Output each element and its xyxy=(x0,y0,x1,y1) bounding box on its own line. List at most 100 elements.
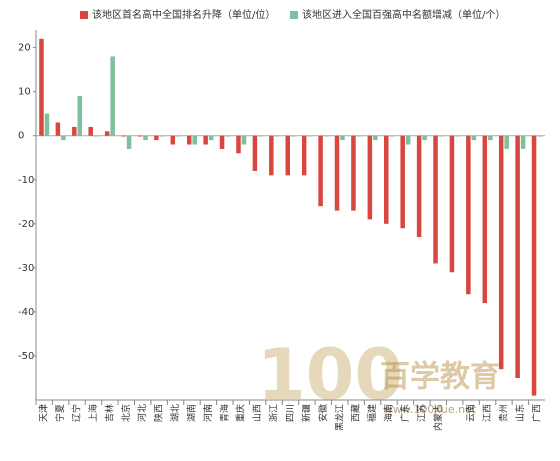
x-tick-label: 湖北 xyxy=(170,404,181,422)
bar xyxy=(488,135,493,141)
x-tick-label: 江苏 xyxy=(415,404,427,422)
x-tick-label: 福建 xyxy=(366,404,378,422)
bar xyxy=(61,135,66,141)
bar xyxy=(241,135,247,145)
bar xyxy=(291,135,296,137)
y-tick-label: 0 xyxy=(18,131,24,142)
bar xyxy=(126,135,132,149)
bar xyxy=(515,135,520,378)
bar xyxy=(438,135,444,137)
bar xyxy=(154,135,159,141)
bar xyxy=(274,135,280,137)
bar xyxy=(389,135,395,137)
x-tick-label: 山东 xyxy=(514,404,526,422)
y-tick-label: -10 xyxy=(18,175,34,186)
x-tick-label: 陕西 xyxy=(153,404,165,422)
bar xyxy=(208,135,214,141)
x-tick-label: 贵州 xyxy=(497,404,509,422)
watermark-logo: 100 xyxy=(257,334,403,416)
bar xyxy=(170,135,176,145)
x-tick-label: 青海 xyxy=(218,404,230,422)
watermark-url: www.100xue.net xyxy=(384,403,477,416)
bar xyxy=(318,135,323,207)
x-tick-label: 上海 xyxy=(87,404,99,422)
y-tick-label: -40 xyxy=(18,307,34,318)
bar xyxy=(55,122,61,136)
x-tick-label: 宁夏 xyxy=(54,404,66,422)
x-tick-label: 内蒙古 xyxy=(432,404,444,431)
bar xyxy=(203,135,208,145)
bar xyxy=(482,135,488,304)
bar xyxy=(77,96,83,136)
y-tick-label: 20 xyxy=(18,43,31,54)
x-tick-label: 江西 xyxy=(482,404,493,422)
bar xyxy=(186,135,192,145)
bar xyxy=(219,135,225,149)
legend-label: 该地区进入全国百强高中名额增减（单位/个） xyxy=(302,8,505,21)
bar xyxy=(340,135,345,141)
bar xyxy=(520,135,526,149)
x-tick-label: 黑龙江 xyxy=(333,404,345,431)
x-tick-label: 广东 xyxy=(399,404,411,422)
bar xyxy=(104,131,110,136)
x-tick-label: 吉林 xyxy=(103,404,115,422)
bar xyxy=(72,126,77,136)
bar xyxy=(455,135,460,137)
y-tick-label: -20 xyxy=(18,219,34,230)
bar xyxy=(252,135,258,171)
bar xyxy=(236,135,241,154)
y-tick-label: 10 xyxy=(18,87,31,98)
x-tick-label: 海南 xyxy=(383,404,395,422)
bar xyxy=(334,135,340,211)
x-tick-label: 四川 xyxy=(286,404,296,422)
bar xyxy=(88,126,93,136)
bar xyxy=(285,135,290,176)
bar xyxy=(537,135,542,137)
bar xyxy=(301,135,307,176)
bar xyxy=(351,135,356,211)
x-tick-label: 辽宁 xyxy=(71,404,83,422)
bar xyxy=(504,135,509,149)
bar xyxy=(323,135,329,137)
bar xyxy=(449,135,455,273)
bar xyxy=(405,135,411,145)
x-tick-label: 河北 xyxy=(136,404,148,422)
x-tick-label: 西藏 xyxy=(350,404,362,422)
bar xyxy=(422,135,427,141)
watermark-name: 百学教育 xyxy=(380,360,500,395)
bar xyxy=(384,135,389,224)
bar xyxy=(121,135,126,137)
bar xyxy=(416,135,422,238)
bar xyxy=(176,135,181,137)
x-tick-label: 湖南 xyxy=(185,404,197,422)
x-tick-label: 天津 xyxy=(39,404,50,422)
bar xyxy=(307,135,312,137)
bar xyxy=(137,135,143,137)
bar xyxy=(39,38,44,136)
x-tick-label: 山西 xyxy=(252,404,263,422)
bar xyxy=(258,135,263,137)
x-tick-label: 浙江 xyxy=(268,404,280,422)
y-tick-label: -30 xyxy=(18,263,34,274)
bar xyxy=(356,135,362,137)
bar xyxy=(225,135,230,137)
x-tick-label: 新疆 xyxy=(300,404,312,422)
bar xyxy=(93,135,99,137)
x-tick-label: 广西 xyxy=(530,404,542,422)
bar xyxy=(110,56,115,136)
x-tick-label: 北京 xyxy=(120,404,132,422)
bar xyxy=(44,113,50,136)
bar xyxy=(466,135,471,295)
bar xyxy=(143,135,148,141)
bar xyxy=(192,135,197,145)
bar xyxy=(433,135,438,264)
x-tick-label: 安徽 xyxy=(317,404,329,422)
legend-label: 该地区首名高中全国排名升降（单位/位） xyxy=(92,8,275,21)
x-tick-label: 云南 xyxy=(465,404,477,422)
bar xyxy=(471,135,477,141)
bar xyxy=(367,135,373,220)
bar xyxy=(498,135,504,370)
legend-swatch xyxy=(290,11,298,19)
x-tick-label: 河南 xyxy=(202,404,214,422)
